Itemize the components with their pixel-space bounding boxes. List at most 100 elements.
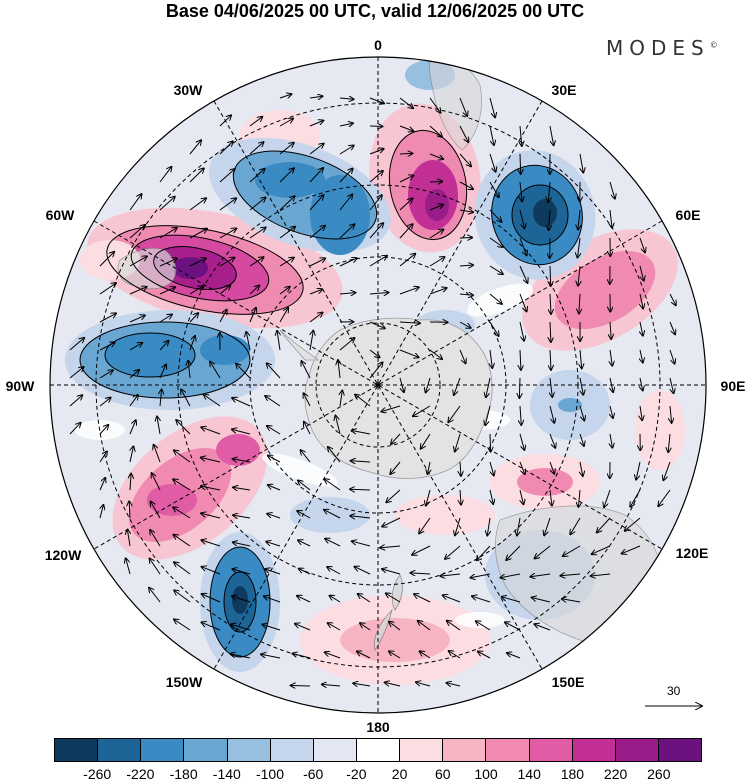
wind-vector [297,511,311,519]
wind-vector [357,652,371,659]
wind-vector [399,322,420,323]
wind-vector [219,115,231,127]
colorbar-cell [529,739,573,761]
wind-vector [519,433,524,450]
wind-vector [487,517,490,535]
wind-vector [429,229,443,239]
wind-vector [309,195,323,211]
wind-vector [293,654,311,659]
wind-vector [369,223,383,239]
wind-vector [399,125,413,131]
wind-vector [386,489,401,502]
wind-vector [579,293,580,314]
wind-vector [339,258,357,267]
wind-vector [550,349,551,370]
wind-vector [189,140,201,155]
wind-vector [416,682,431,687]
wind-vector [353,683,371,686]
colorbar-cell [615,739,659,761]
wind-vector [419,517,431,533]
colorbar-cell [55,739,99,761]
wind-vector [201,486,221,491]
wind-vector [159,365,166,379]
wind-vector [201,458,221,463]
wind-vector [69,338,84,351]
wind-vector [578,209,580,229]
wind-vector [489,125,494,145]
wind-vector [591,574,611,576]
wind-vector [336,416,341,435]
wind-vector [580,153,583,173]
wind-vector [126,558,131,575]
wind-vector [279,287,290,295]
wind-vector [189,168,204,183]
wind-vector [350,516,371,518]
wind-vector [309,258,325,267]
wind-vector [399,349,419,357]
wind-vector [299,569,311,575]
wind-vector [159,228,177,239]
wind-vector [369,256,387,267]
wind-vector [279,196,295,211]
wind-vector [517,517,520,535]
wind-vector [159,315,172,323]
wind-vector [625,517,641,531]
wind-vector [369,362,383,379]
reference-vector-arrow [645,684,710,714]
wind-vector [604,489,611,507]
wind-vector [663,461,671,480]
wind-vector [414,594,431,603]
longitude-label-30e: 30E [551,82,577,98]
wind-vector [399,377,404,392]
wind-vector [454,377,461,395]
wind-vector [429,125,442,137]
wind-vector [298,481,311,491]
wind-vector [358,594,371,603]
wind-vector [669,377,674,393]
longitude-label-30w: 30W [173,82,203,98]
wind-vector [578,265,580,286]
wind-vector [309,313,323,323]
wind-vector [460,489,461,505]
colorbar-cell [658,739,702,761]
wind-vector [159,258,177,267]
wind-vector [267,426,281,435]
brand-logo: MODES© [606,36,718,60]
wind-vector [219,169,235,183]
wind-vector [478,652,491,659]
colorbar-tick-label: 20 [391,766,408,782]
wind-vector [640,293,643,308]
wind-vector [477,545,491,560]
wind-vector [249,198,266,211]
wind-vector [549,433,555,448]
wind-vector [429,153,443,159]
wind-vector [360,623,371,631]
wind-vector [622,545,641,554]
wind-vector [339,146,354,155]
wind-vector [502,597,521,603]
wind-vector [219,258,234,267]
wind-vector [399,153,412,154]
wind-vector [297,596,311,603]
wind-vector [399,254,415,267]
longitude-label-90w: 90W [5,378,35,394]
wind-vector [149,588,161,603]
wind-vector [152,473,161,491]
wind-vector [535,545,551,558]
colorbar-tick-labels: -260 -220 -180 -140 -100 -60 -20 20 60 100 140 180 2… [0,766,750,782]
wind-vectors [69,94,676,687]
wind-vector [459,125,468,142]
wind-vector [470,573,491,578]
wind-vector [630,489,641,507]
wind-vector [459,210,473,212]
colorbar-cell [400,739,444,761]
wind-vector [99,252,114,267]
wind-vector [580,377,583,395]
wind-vector [399,198,413,211]
wind-vector [160,390,162,407]
wind-vector [159,197,175,211]
wind-vector [459,265,473,266]
wind-vector [236,364,251,379]
wind-vector [69,423,81,435]
wind-vector [130,474,131,491]
